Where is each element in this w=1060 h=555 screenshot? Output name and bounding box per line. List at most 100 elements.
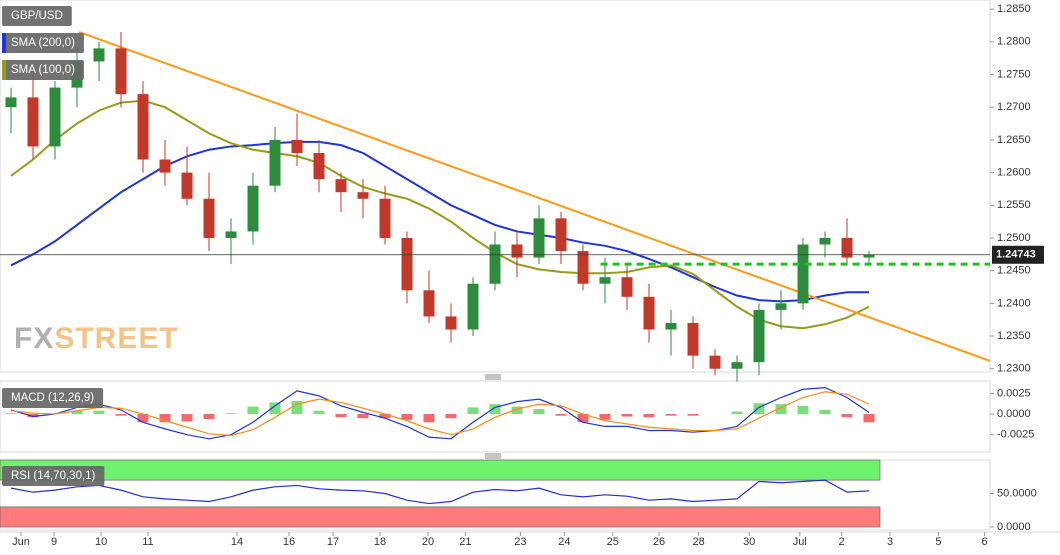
macd-histogram-bar [247, 406, 259, 415]
x-tick-label: 25 [607, 536, 619, 548]
candle-body [797, 244, 809, 304]
legend-box [2, 33, 84, 53]
legend-text: RSI (14,70,30,1) [11, 470, 96, 482]
macd-histogram-bar [401, 414, 413, 420]
macd-histogram-bar [753, 403, 765, 415]
macd-line [10, 386, 870, 440]
x-tick-label: Jul [793, 536, 807, 548]
legend-item[interactable]: MACD (12,26,9) [2, 388, 104, 408]
y-tick-label: 1.2750 [997, 68, 1031, 80]
candle-body [841, 237, 853, 258]
macd-histogram-bar [5, 413, 17, 415]
candle-body [225, 231, 237, 238]
candle-body [445, 316, 457, 330]
macd-histogram-bar [115, 414, 127, 416]
candle-body [49, 87, 61, 147]
macd-histogram-bar [863, 414, 875, 423]
x-tick-label: 26 [653, 536, 665, 548]
legend-text: SMA (200,0) [11, 37, 75, 49]
macd-histogram-bar [819, 409, 831, 415]
macd-histogram-bar [665, 414, 677, 416]
macd-histogram-bar [797, 405, 809, 415]
macd-histogram-bar [621, 414, 633, 417]
legend-box [2, 388, 104, 408]
x-tick-label: 9 [51, 536, 57, 548]
rsi-band [0, 459, 881, 481]
candle-body [181, 172, 193, 199]
candle-body [335, 179, 347, 193]
y-tick-label: 1.2650 [997, 134, 1031, 146]
x-tick-label: 17 [327, 536, 339, 548]
x-tick-label: 30 [743, 536, 755, 548]
legend-item[interactable]: GBP/USD [2, 6, 72, 26]
macd-histogram-bar [181, 414, 193, 422]
legend-box [2, 466, 105, 486]
candle-body [423, 290, 435, 317]
candle-body [247, 185, 259, 232]
x-tick-label: 21 [459, 536, 471, 548]
watermark-part: FX [14, 322, 54, 355]
candle-body [115, 48, 127, 95]
y-tick-label: 1.2350 [997, 330, 1031, 342]
candle-body [709, 355, 721, 369]
candle-body [863, 254, 875, 258]
candle-body [401, 237, 413, 291]
y-tick-label: 1.2800 [997, 36, 1031, 48]
macd-histogram-bar [423, 414, 435, 423]
x-tick-label: 11 [142, 536, 153, 548]
candle-body [687, 322, 699, 356]
x-tick-label: 5 [935, 536, 941, 548]
candle-body [511, 244, 523, 258]
y-tick-label: 1.2450 [997, 265, 1031, 277]
macd-histogram-bar [841, 414, 853, 418]
candle-body [643, 296, 655, 330]
macd-histogram-bar [731, 411, 743, 415]
macd-histogram-bar [555, 414, 567, 416]
candle-body [599, 277, 611, 284]
candle-body [137, 94, 149, 160]
x-tick-label: 18 [374, 536, 386, 548]
candle-body [555, 218, 567, 252]
macd-histogram-bar [291, 400, 303, 415]
legend-item[interactable]: SMA (200,0) [2, 33, 84, 53]
legend-item[interactable]: RSI (14,70,30,1) [2, 466, 105, 486]
candle-body [731, 362, 743, 369]
price-panel [0, 0, 991, 373]
watermark: FXSTREET [14, 322, 179, 355]
legend-box [2, 60, 84, 80]
legend-text: GBP/USD [11, 10, 63, 22]
candle-body [577, 251, 589, 284]
macd-histogram-bar [489, 404, 501, 415]
y-tick-label: 50.0000 [997, 487, 1037, 499]
legend-item[interactable]: SMA (100,0) [2, 60, 84, 80]
macd-histogram-bar [511, 406, 523, 415]
macd-histogram-bar [137, 414, 149, 423]
y-tick-label: 1.2600 [997, 167, 1031, 179]
macd-histogram-bar [687, 414, 699, 416]
panel-grip[interactable] [485, 374, 501, 380]
macd-histogram-bar [775, 404, 787, 415]
y-tick-label: -0.0025 [997, 429, 1034, 441]
candle-body [291, 139, 303, 153]
legend-swatch [2, 33, 6, 53]
macd-histogram-bar [27, 414, 39, 418]
y-tick-label: 1.2700 [997, 101, 1031, 113]
macd-histogram-bar [203, 414, 215, 419]
sma-line [10, 99, 870, 330]
y-tick-label: 1.2550 [997, 199, 1031, 211]
x-tick-label: 3 [887, 536, 893, 548]
macd-histogram-bar [577, 414, 589, 423]
macd-histogram-bar [467, 407, 479, 415]
macd-histogram-bar [335, 414, 347, 418]
y-tick-label: 1.2500 [997, 232, 1031, 244]
candle-body [533, 218, 545, 258]
legend-text: SMA (100,0) [11, 64, 75, 76]
y-tick-label: 1.2300 [997, 363, 1031, 375]
x-tick-label: 16 [283, 536, 295, 548]
y-tick-label: 1.2850 [997, 3, 1031, 15]
candle-body [93, 48, 105, 62]
candle-body [357, 192, 369, 199]
panel-grip[interactable] [485, 453, 501, 459]
rsi-line [10, 479, 870, 505]
